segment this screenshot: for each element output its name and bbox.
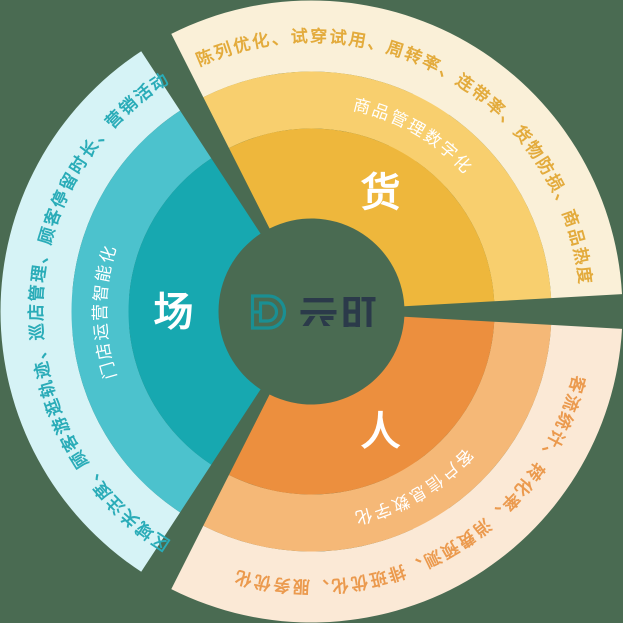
ring-band-outer-huo[interactable] — [171, 0, 623, 299]
ring-band-main-ren[interactable] — [228, 316, 495, 495]
ring-band-main-chang[interactable] — [128, 158, 261, 465]
ring-band-outer-chang[interactable] — [0, 51, 181, 572]
ring-band-main-huo[interactable] — [228, 128, 495, 307]
ring-band-mid-huo[interactable] — [203, 71, 552, 302]
yunding-wordmark-icon — [300, 296, 375, 327]
segment-label-huo: 货 — [361, 170, 401, 216]
segment-labels: 场 货人 — [154, 170, 401, 455]
ring-band-mid-ren[interactable] — [203, 321, 552, 552]
segment-label-chang: 场 — [154, 290, 194, 336]
ring-band-outer-ren[interactable] — [171, 324, 623, 623]
segment-label-ren: 人 — [361, 409, 401, 455]
yunding-monogram-icon — [250, 293, 286, 330]
center-logo — [246, 289, 377, 335]
